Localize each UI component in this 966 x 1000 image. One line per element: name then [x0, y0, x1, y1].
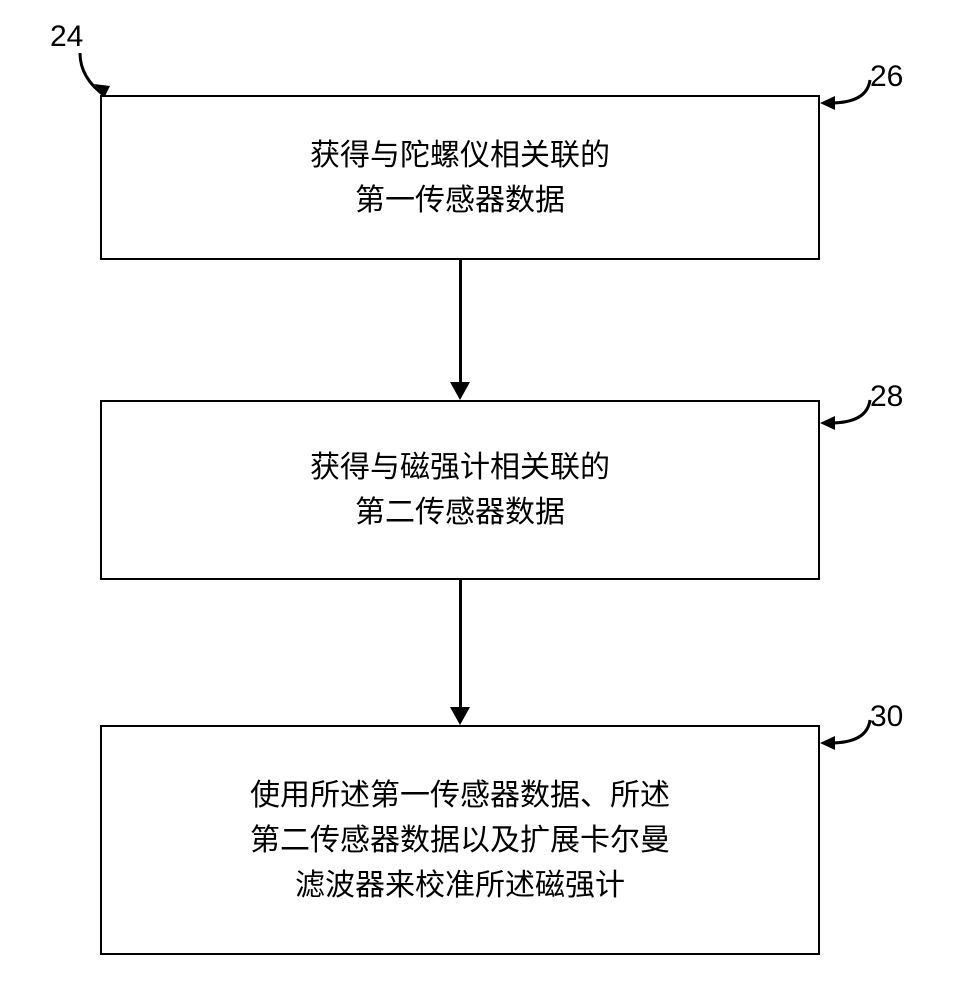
box1-pointer — [815, 75, 875, 115]
arrow-2-shaft — [459, 580, 462, 707]
arrow-2-head — [450, 707, 470, 725]
box3-line2: 第二传感器数据以及扩展卡尔曼 — [250, 818, 670, 863]
arrow-1-shaft — [459, 260, 462, 382]
box1-line1: 获得与陀螺仪相关联的 — [310, 133, 610, 178]
box2-line1: 获得与磁强计相关联的 — [310, 445, 610, 490]
box2-label: 28 — [870, 380, 903, 414]
box3-label: 30 — [870, 700, 903, 734]
flow-box-3: 使用所述第一传感器数据、所述 第二传感器数据以及扩展卡尔曼 滤波器来校准所述磁强… — [100, 725, 820, 955]
box3-line1: 使用所述第一传感器数据、所述 — [250, 773, 670, 818]
box3-line3: 滤波器来校准所述磁强计 — [295, 863, 625, 908]
box3-pointer — [815, 715, 875, 755]
box1-line2: 第一传感器数据 — [355, 178, 565, 223]
box1-label: 26 — [870, 60, 903, 94]
flow-box-1: 获得与陀螺仪相关联的 第一传感器数据 — [100, 95, 820, 260]
box2-line2: 第二传感器数据 — [355, 490, 565, 535]
arrow-1-head — [450, 382, 470, 400]
box2-pointer — [815, 395, 875, 435]
flow-box-2: 获得与磁强计相关联的 第二传感器数据 — [100, 400, 820, 580]
